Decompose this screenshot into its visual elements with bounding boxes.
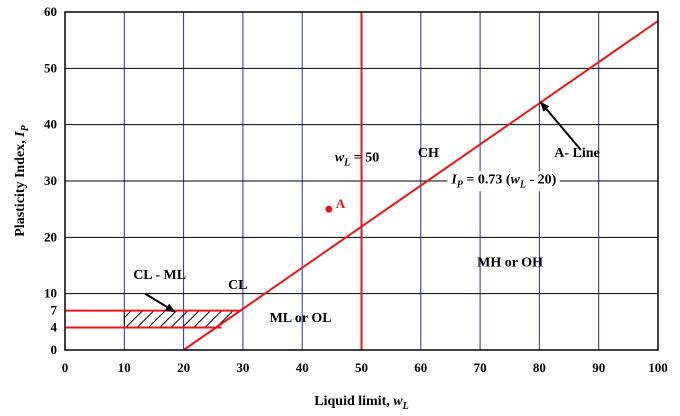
equation-mid: = 0.73 ( [463, 172, 511, 187]
annotation-wl-50: wL = 50 [335, 150, 379, 168]
x-axis-label-sub: L [402, 401, 409, 412]
annotations: wL = 50 CH A- Line IP = 0.73 (wL - 20) C… [133, 101, 600, 326]
x-axis-label: Liquid limit, wL [314, 394, 408, 412]
x-tick-label-100: 100 [648, 360, 668, 375]
x-tick-label-60: 60 [414, 360, 427, 375]
y-tick-label-7: 7 [51, 303, 58, 318]
plot-frame [64, 11, 659, 351]
y-tick-label-50: 50 [44, 60, 57, 75]
y-tick-label-30: 30 [44, 173, 57, 188]
annotation-mh-oh: MH or OH [477, 256, 543, 271]
y-axis-label-sub: P [20, 124, 31, 131]
y-axis-label-sym: I [13, 131, 28, 138]
annotation-equation-background [447, 171, 560, 192]
hatched-region-layer [123, 310, 243, 328]
annotation-equation: IP = 0.73 (wL - 20) [450, 172, 556, 190]
arrow-cl-ml [144, 292, 176, 313]
tick-labels: 0 10 20 30 40 50 60 70 80 90 100 0 47 10 20 30 40 50 60 [44, 4, 668, 375]
annotation-wl-50-sub: L [343, 157, 350, 168]
y-tick-label-60: 60 [44, 4, 57, 19]
series-layer [65, 12, 659, 351]
y-tick-label-10: 10 [44, 286, 57, 301]
x-tick-label-50: 50 [355, 360, 368, 375]
annotation-ml-ol: ML or OL [270, 311, 332, 326]
x-tick-label-0: 0 [62, 360, 69, 375]
equation-sym: I [450, 172, 457, 187]
y-tick-label-4: 4 [51, 319, 58, 334]
x-tick-label-80: 80 [533, 360, 546, 375]
y-tick-label-20: 20 [44, 229, 57, 244]
equation-sub: P [457, 179, 464, 190]
x-axis-label-sym: w [393, 394, 403, 409]
x-tick-label-70: 70 [474, 360, 487, 375]
arrow-a-line [539, 101, 582, 151]
y-tick-label-0: 0 [51, 342, 58, 357]
annotation-ch: CH [418, 146, 439, 161]
x-tick-label-40: 40 [296, 360, 309, 375]
annotation-wl-50-sym: w [335, 150, 345, 165]
x-tick-label-90: 90 [592, 360, 605, 375]
series-line-0 [183, 20, 659, 351]
points-layer: A [325, 196, 346, 213]
y-axis-label-text: Plasticity Index, [13, 137, 28, 237]
equation-w: w [511, 172, 521, 187]
y-tick-label-40: 40 [44, 117, 57, 132]
annotation-cl: CL [228, 278, 247, 293]
equation-wsub: L [519, 179, 526, 190]
x-axis-label-text: Liquid limit, [314, 394, 393, 409]
equation-end: - 20) [526, 172, 557, 187]
annotation-a-line: A- Line [554, 146, 600, 161]
annotation-wl-50-rest: = 50 [350, 150, 379, 165]
data-point-label-0: A [336, 196, 346, 211]
y-axis-label: Plasticity Index, IP [13, 124, 31, 236]
annotation-cl-ml: CL - ML [133, 268, 186, 283]
hatched-region-cl-ml [123, 310, 243, 328]
x-tick-label-30: 30 [236, 360, 249, 375]
x-tick-label-10: 10 [118, 360, 131, 375]
annotation-equation-group: IP = 0.73 (wL - 20) [447, 171, 560, 192]
x-tick-label-20: 20 [177, 360, 190, 375]
data-point-0 [325, 205, 333, 213]
